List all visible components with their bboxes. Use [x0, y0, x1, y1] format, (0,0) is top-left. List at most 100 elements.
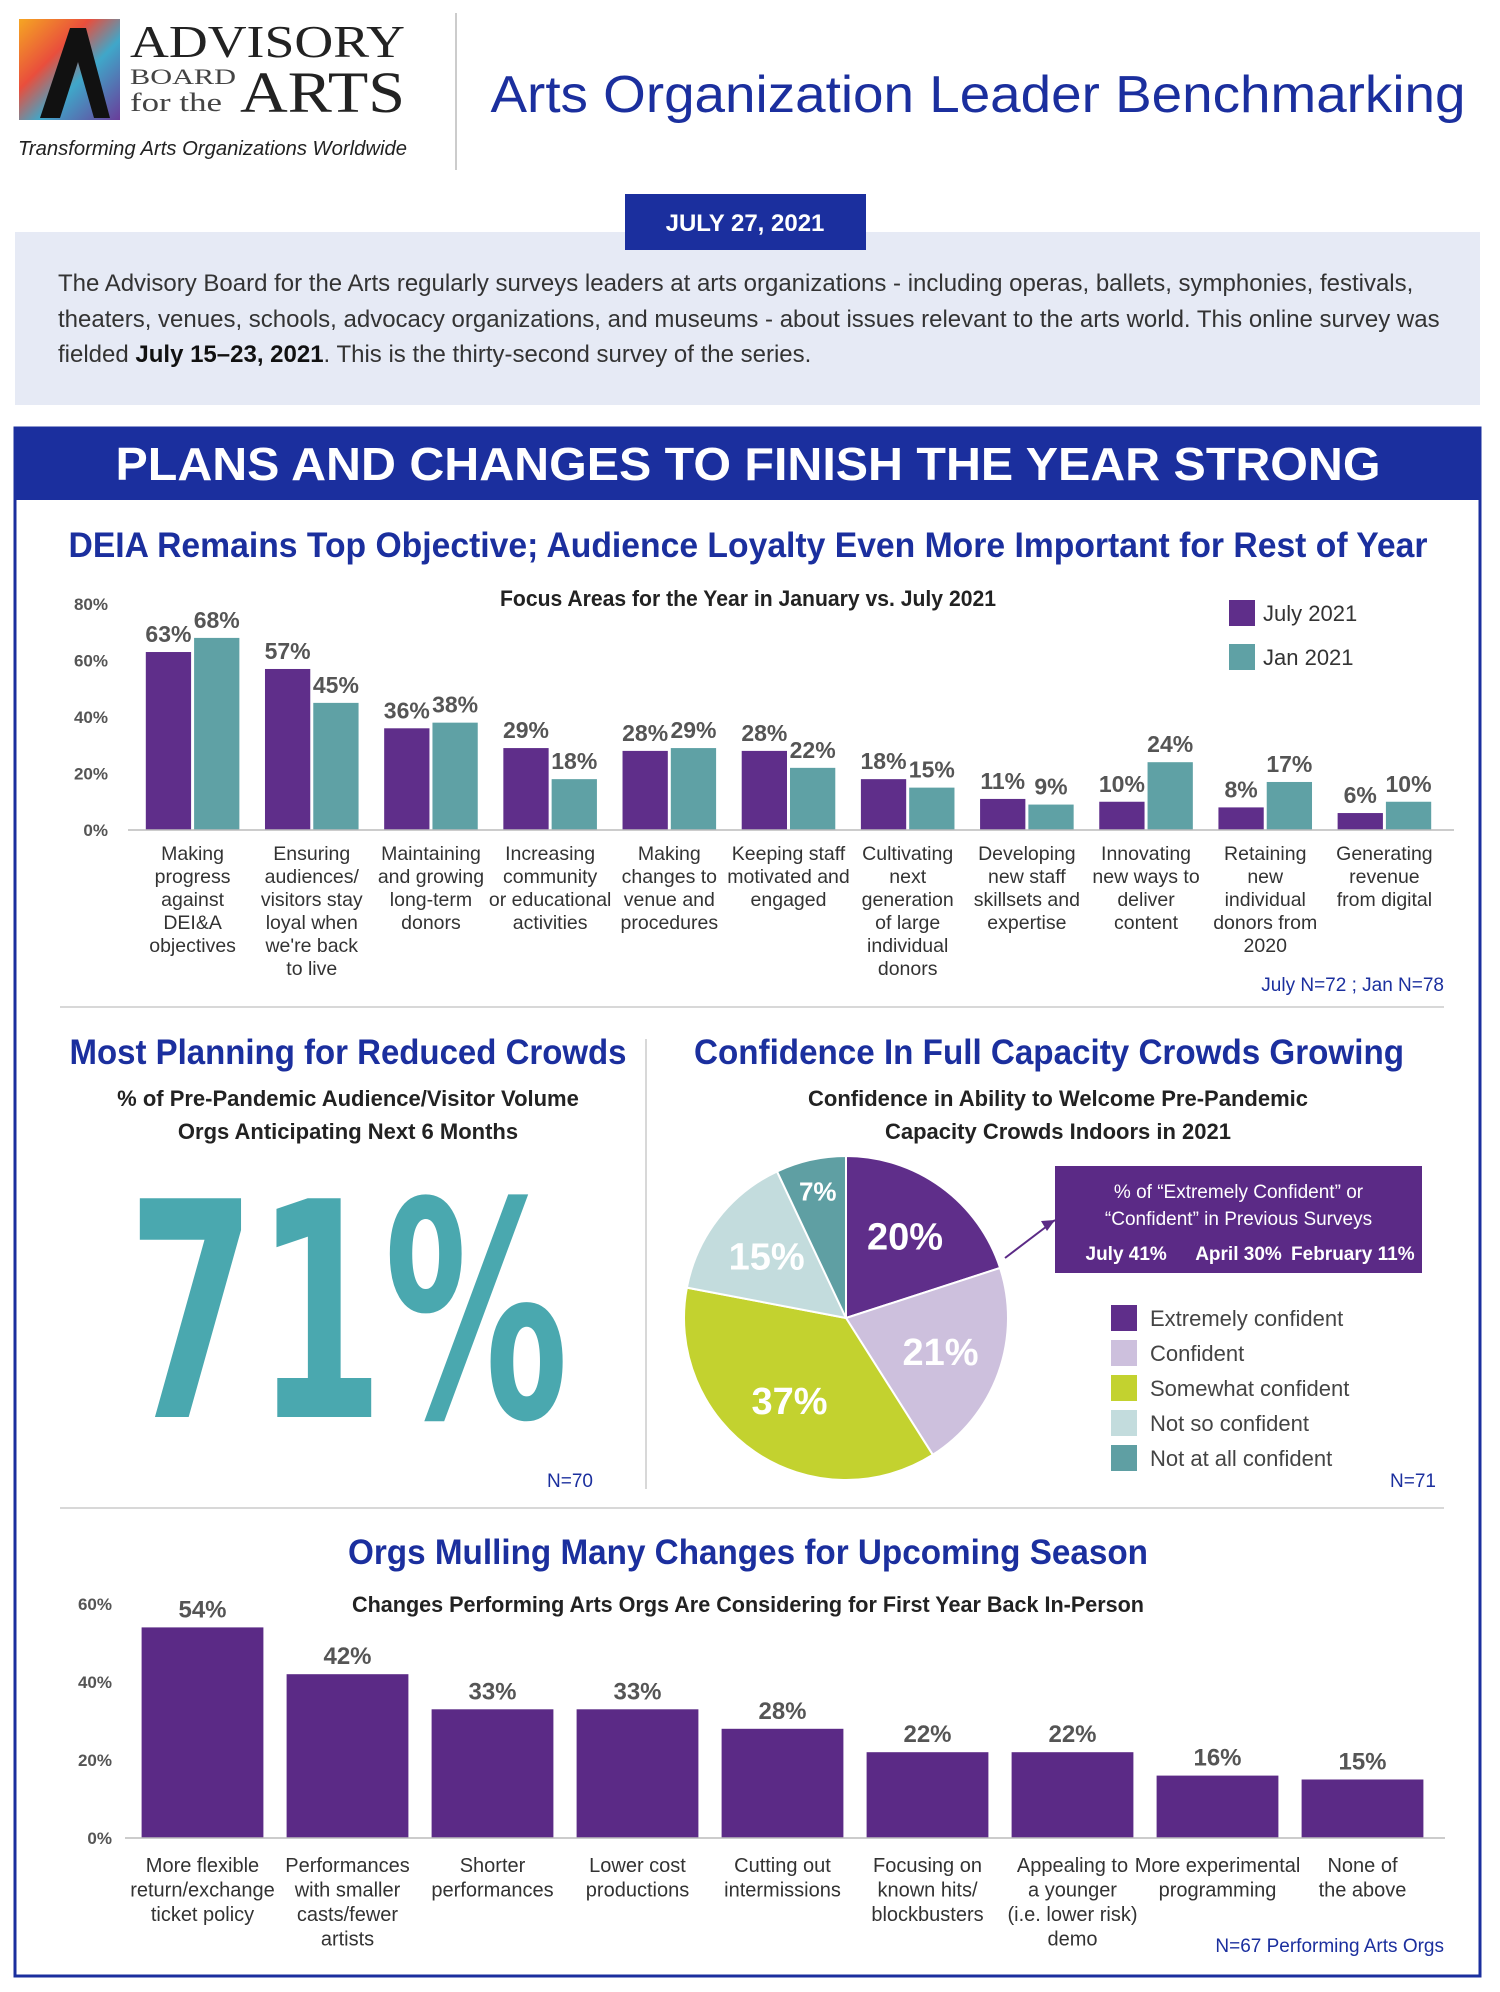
intro-part: July 15–23, 2021 [135, 341, 324, 368]
bar [145, 652, 192, 830]
text-line: programming [1159, 1880, 1277, 1902]
slice-label: 21% [902, 1332, 978, 1374]
legend-label: Somewhat confident [1150, 1376, 1349, 1401]
bar [1337, 813, 1383, 830]
legend-label: July 2021 [1263, 601, 1357, 626]
text-line: progress [155, 866, 231, 888]
legend-label: Confident [1150, 1341, 1244, 1366]
bar [313, 702, 359, 830]
text-line: Developing [978, 843, 1076, 865]
text-line: to live [286, 958, 337, 980]
intro-box [15, 232, 1480, 405]
bar [1147, 762, 1193, 830]
date-box [625, 194, 866, 250]
value-label: 28% [758, 1698, 806, 1725]
x-tick-label: Maintaining and growing long-term donors [378, 843, 484, 934]
value-label: 57% [265, 638, 311, 664]
text-line: content [1114, 912, 1179, 934]
bar [670, 748, 717, 830]
bar [503, 748, 549, 830]
section-title: PLANS AND CHANGES TO FINISH THE YEAR STR… [116, 438, 1381, 490]
text-line: skillsets and [974, 889, 1080, 911]
value-label: 29% [503, 717, 549, 743]
text-line: ticket policy [151, 1904, 254, 1926]
x-tick-label: Appealing to a younger (i.e. lower risk) de… [1007, 1855, 1137, 1951]
text-line: the above [1319, 1880, 1407, 1902]
bar [909, 787, 955, 830]
text-line: individual [1225, 889, 1306, 911]
bar [1266, 781, 1313, 830]
x-tick-label: Ensuring audiences/visitors stay loyal whe… [261, 843, 363, 980]
bar [576, 1709, 699, 1838]
logo-advisory: ADVISORY [130, 16, 405, 67]
text-line: Maintaining [381, 843, 481, 865]
text-line: Retaining [1224, 843, 1306, 865]
legend-label: Jan 2021 [1263, 645, 1354, 670]
text-line: activities [513, 912, 588, 934]
text-line: Capacity Crowds Indoors in 2021 [885, 1119, 1231, 1144]
text-line: expertise [987, 912, 1066, 934]
text-line: next [889, 866, 926, 888]
text-line: artists [321, 1929, 374, 1951]
text-line: Making [638, 843, 701, 865]
x-tick-label: Innovating new ways to deliver content [1092, 843, 1199, 934]
text-line: 2020 [1244, 935, 1288, 957]
text-line: objectives [149, 935, 236, 957]
legend-swatch [1111, 1445, 1137, 1471]
x-tick-label: Generating revenue from digital [1336, 843, 1432, 911]
value-label: 11% [980, 768, 1025, 794]
x-tick-label: Lower cost productions [586, 1855, 689, 1902]
chart-title: Most Planning for Reduced Crowds [70, 1033, 627, 1072]
pie-slice [844, 1266, 1009, 1457]
value-label: 38% [432, 692, 478, 718]
value-label: 9% [1034, 774, 1067, 800]
callout-line: % of “Extremely Confident” or [1114, 1182, 1364, 1203]
callout-box [1055, 1166, 1422, 1273]
text-line: a younger [1028, 1880, 1117, 1902]
legend-swatch [1229, 600, 1255, 626]
legend-swatch [1111, 1410, 1137, 1436]
text-line: new staff [988, 866, 1066, 888]
pie-slice [845, 1154, 1002, 1320]
x-tick-label: Shorter performances [431, 1855, 553, 1902]
chart-title: Orgs Mulling Many Changes for Upcoming S… [348, 1533, 1148, 1572]
text-line: community [503, 866, 598, 888]
chart-note: N=70 [547, 1471, 593, 1492]
value-label: 16% [1193, 1745, 1241, 1772]
logo-for-the: for the [130, 88, 222, 117]
x-tick-label: Cutting out intermissions [724, 1855, 841, 1902]
legend-swatch [1111, 1375, 1137, 1401]
bar [1099, 801, 1145, 830]
section-band [15, 428, 1480, 500]
value-label: 33% [468, 1678, 516, 1705]
logo-letter [40, 28, 110, 118]
text-line: blockbusters [871, 1904, 983, 1926]
value-label: 24% [1147, 731, 1193, 757]
x-tick-label: Cultivating next generation of large individ… [862, 843, 954, 980]
legend-label: Not at all confident [1150, 1446, 1332, 1471]
value-label: 22% [903, 1721, 951, 1748]
text-line: from digital [1337, 889, 1432, 911]
text-line: Performances [285, 1855, 410, 1877]
text-line: long-term [390, 889, 472, 911]
slice-label: 37% [752, 1381, 828, 1423]
value-label: 10% [1386, 771, 1432, 797]
logo-board: BOARD [130, 64, 236, 89]
text-line: donors [878, 958, 938, 980]
text-line: and growing [378, 866, 484, 888]
y-tick-label: 20% [74, 765, 108, 784]
text-line: Innovating [1101, 843, 1191, 865]
value-label: 29% [670, 717, 716, 743]
x-tick-label: More experimental programming [1135, 1855, 1301, 1902]
value-label: 42% [323, 1643, 371, 1670]
bar [1218, 807, 1264, 830]
bar [1156, 1775, 1279, 1838]
text-line: against [161, 889, 224, 911]
bar [194, 637, 240, 830]
logo-arts: ARTS [240, 60, 405, 125]
bar [980, 798, 1026, 830]
text-line: new [1247, 866, 1284, 888]
x-tick-label: Making changes to venue and procedures [621, 843, 719, 934]
y-tick-label: 40% [78, 1673, 112, 1692]
